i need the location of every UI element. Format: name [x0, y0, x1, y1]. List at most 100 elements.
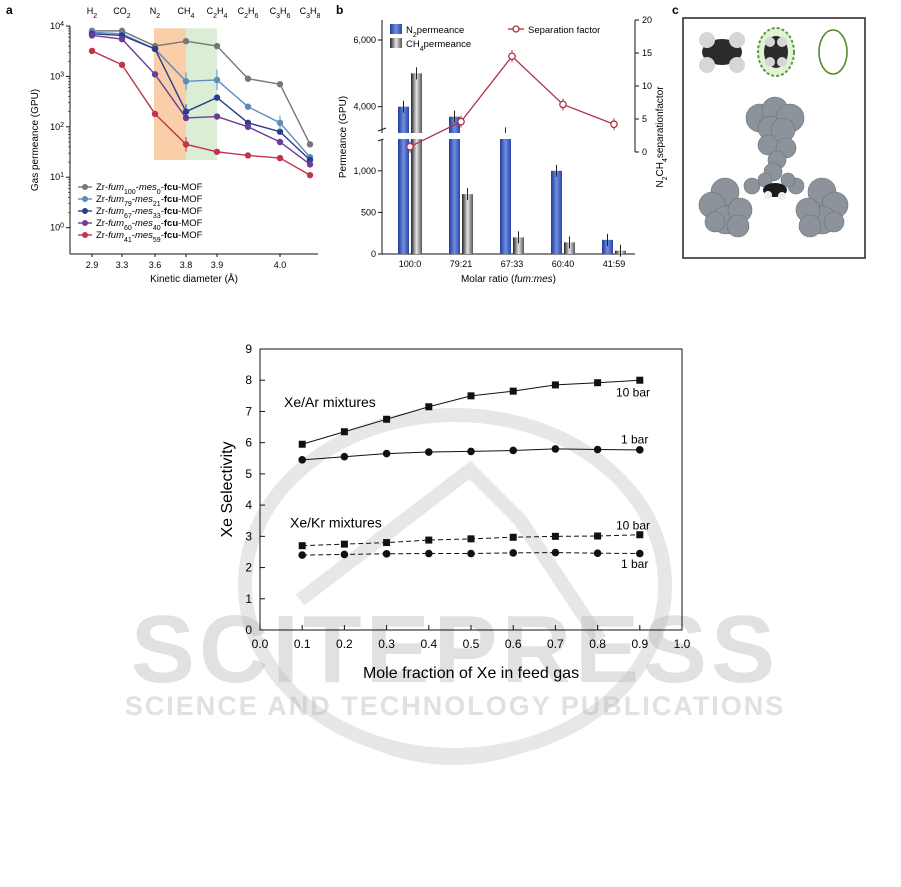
panel-a-data-point: [118, 61, 126, 68]
panel-a-x-tick-label: 3.8: [180, 260, 193, 270]
main-data-point-square: [383, 415, 391, 423]
main-data-point-square: [509, 533, 517, 541]
panel-a-data-point: [244, 75, 252, 82]
main-y-tick-label: 1: [245, 592, 252, 606]
highlight-band-2: [186, 28, 217, 160]
panel-a-chart: a 100 101 102 103 104 2.9 3.3 3.6 3.8 3.9 4.0 H2 CO2…: [6, 3, 321, 285]
panel-b-bar-n2: [398, 139, 409, 254]
panel-b-y-tick-label: 1,000: [353, 166, 376, 176]
panel-b-x-tick-label: 100:0: [399, 259, 422, 269]
main-data-point-square: [636, 376, 644, 384]
cage-atom: [726, 214, 750, 238]
panel-b-bar-ch4: [411, 73, 422, 133]
panel-b-y-tick-label: 500: [361, 207, 376, 217]
main-x-tick-label: 1.0: [674, 637, 691, 651]
panel-a-series-line: [91, 34, 311, 165]
main-y-tick-label: 5: [245, 467, 252, 481]
panel-a-data-point: [244, 103, 252, 110]
highlight-band-1: [154, 28, 186, 160]
panel-a-x-tick-label: 3.6: [149, 260, 162, 270]
main-data-point-square: [298, 542, 306, 550]
main-data-point-circle: [340, 550, 349, 559]
panel-b-bar-ch4: [462, 194, 473, 254]
panel-b-legend-swatch-sf-marker: [512, 25, 520, 33]
panel-b-separation-point: [508, 52, 516, 61]
panel-a-data-point: [151, 45, 159, 53]
main-x-tick-label: 0.9: [631, 637, 648, 651]
panel-a-y-tick-label: 102: [50, 121, 64, 132]
panel-c-molecular-models: c: [672, 3, 866, 259]
main-data-point-circle: [382, 449, 391, 458]
main-data-point-circle: [382, 550, 391, 558]
panel-a-legend-swatch-marker: [82, 184, 88, 190]
panel-b-x-tick-label: 41:59: [603, 259, 626, 269]
panel-a-gas-label: C2H6: [238, 6, 259, 20]
cage-atom: [704, 211, 726, 233]
main-data-point-square: [594, 532, 602, 540]
panel-c-letter: c: [672, 3, 679, 17]
panel-a-data-point: [276, 81, 284, 88]
panel-a-gas-label: C3H8: [300, 6, 321, 20]
main-data-point-circle: [467, 549, 475, 558]
panel-b-bar-n2: [398, 106, 409, 133]
panel-a-series-line: [91, 31, 311, 158]
panel-b-legend-swatch-ch4: [390, 38, 402, 48]
panel-a-y-tick-label: 100: [50, 222, 64, 233]
main-data-point-square: [340, 540, 348, 548]
main-pressure-label: 1 bar: [621, 557, 648, 571]
main-data-point-circle: [509, 549, 517, 557]
panel-a-series-line: [91, 33, 311, 161]
panel-a-data-point: [118, 35, 126, 43]
panel-a-series-line: [92, 30, 311, 145]
mof-cage-model: [698, 96, 849, 238]
panel-a-data-point: [306, 161, 314, 168]
main-y-tick-label: 4: [245, 498, 252, 512]
panel-a-legend-entry: Zr-fum60-mes40-fcu-MOF: [96, 218, 203, 232]
main-data-point-circle: [509, 446, 517, 455]
panel-a-legend-swatch-marker: [82, 220, 88, 226]
panel-b-bar-ch4: [513, 237, 524, 254]
panel-b-bar-n2: [551, 170, 562, 254]
main-data-point-circle: [551, 548, 560, 557]
main-x-tick-label: 0.2: [336, 637, 353, 651]
panel-a-data-point: [88, 32, 96, 39]
panel-b-y-axis-title: Permeance (GPU): [338, 96, 349, 178]
panel-a-data-point: [213, 148, 221, 155]
panel-b-x-tick-label: 60:40: [552, 259, 575, 269]
main-data-point-circle: [298, 551, 307, 559]
main-data-point-square: [509, 387, 517, 395]
main-data-point-circle: [593, 445, 602, 454]
panel-b-y2-tick-label: 20: [642, 15, 652, 25]
panel-a-legend-entry: Zr-fum79-mes21-fcu-MOF: [96, 194, 203, 208]
panel-b-bar-n2: [602, 239, 613, 254]
main-x-tick-label: 0.0: [252, 637, 269, 651]
panel-a-gas-label: C3H6: [270, 6, 291, 20]
main-y-tick-label: 2: [245, 561, 252, 575]
cage-atom: [743, 177, 761, 195]
cage-atom: [798, 214, 822, 238]
panel-a-data-point: [306, 171, 314, 179]
panel-a-data-point: [244, 152, 252, 159]
molecule-ch4-model: [699, 32, 745, 73]
panel-a-gas-label: C2H4: [207, 6, 228, 20]
panel-b-legend-sf: Separation factor: [528, 25, 600, 36]
molecule-with-envelope-model: [757, 27, 795, 77]
panel-a-x-tick-label: 3.3: [116, 260, 129, 270]
panel-a-series-line: [91, 50, 311, 176]
panel-a-y-axis-title: Gas permeance (GPU): [30, 89, 41, 191]
main-data-point-square: [551, 532, 559, 540]
main-x-tick-label: 0.3: [378, 637, 395, 651]
panel-a-legend-swatch-marker: [82, 232, 88, 238]
panel-a-data-point: [306, 156, 314, 164]
panel-a-data-point: [306, 141, 314, 148]
main-pressure-label: 1 bar: [621, 433, 648, 447]
panel-a-data-point: [88, 47, 96, 55]
main-data-point-square: [298, 440, 306, 448]
panel-a-data-point: [244, 123, 252, 131]
panel-a-data-point: [213, 42, 221, 50]
panel-b-legend-swatch-n2: [390, 24, 402, 34]
main-x-tick-label: 0.7: [547, 637, 564, 651]
panel-a-legend-entry: Zr-fum67-mes33-fcu-MOF: [96, 206, 203, 220]
panel-b-x-tick-label: 67:33: [501, 259, 524, 269]
panel-b-legend-n2: N2permeance: [406, 25, 464, 39]
